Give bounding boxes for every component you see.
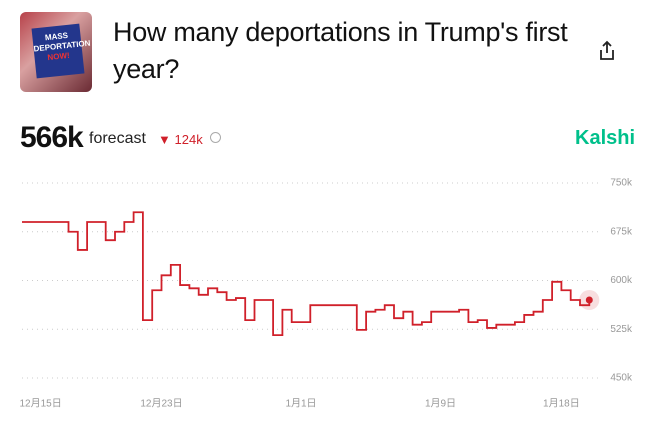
brand[interactable]: Kalshi [575,127,636,149]
x-tick-label: 1月9日 [425,398,456,410]
y-tick-label: 675k [610,226,633,237]
forecast-label: forecast [89,130,146,147]
x-tick-label: 12月15日 [19,398,61,410]
thumbnail: MASS DEPORTATION NOW! [20,12,92,92]
y-tick-label: 450k [610,373,633,384]
x-tick-label: 12月23日 [140,398,182,410]
market-title: How many deportations in Trump's first y… [113,17,568,84]
x-tick-label: 1月18日 [543,398,580,410]
x-tick-label: 1月1日 [285,398,316,410]
forecast-value: 566k [20,121,84,154]
y-tick-label: 600k [610,275,633,286]
change-value: 124k [174,132,203,147]
forecast-change: ▼ 124k [158,132,203,147]
y-tick-label: 750k [610,178,633,189]
last-point [585,296,593,304]
change-arrow: ▼ [158,132,171,147]
y-tick-label: 525k [610,324,633,335]
info-icon[interactable] [210,132,221,143]
share-button[interactable] [597,40,617,62]
line [22,211,591,336]
